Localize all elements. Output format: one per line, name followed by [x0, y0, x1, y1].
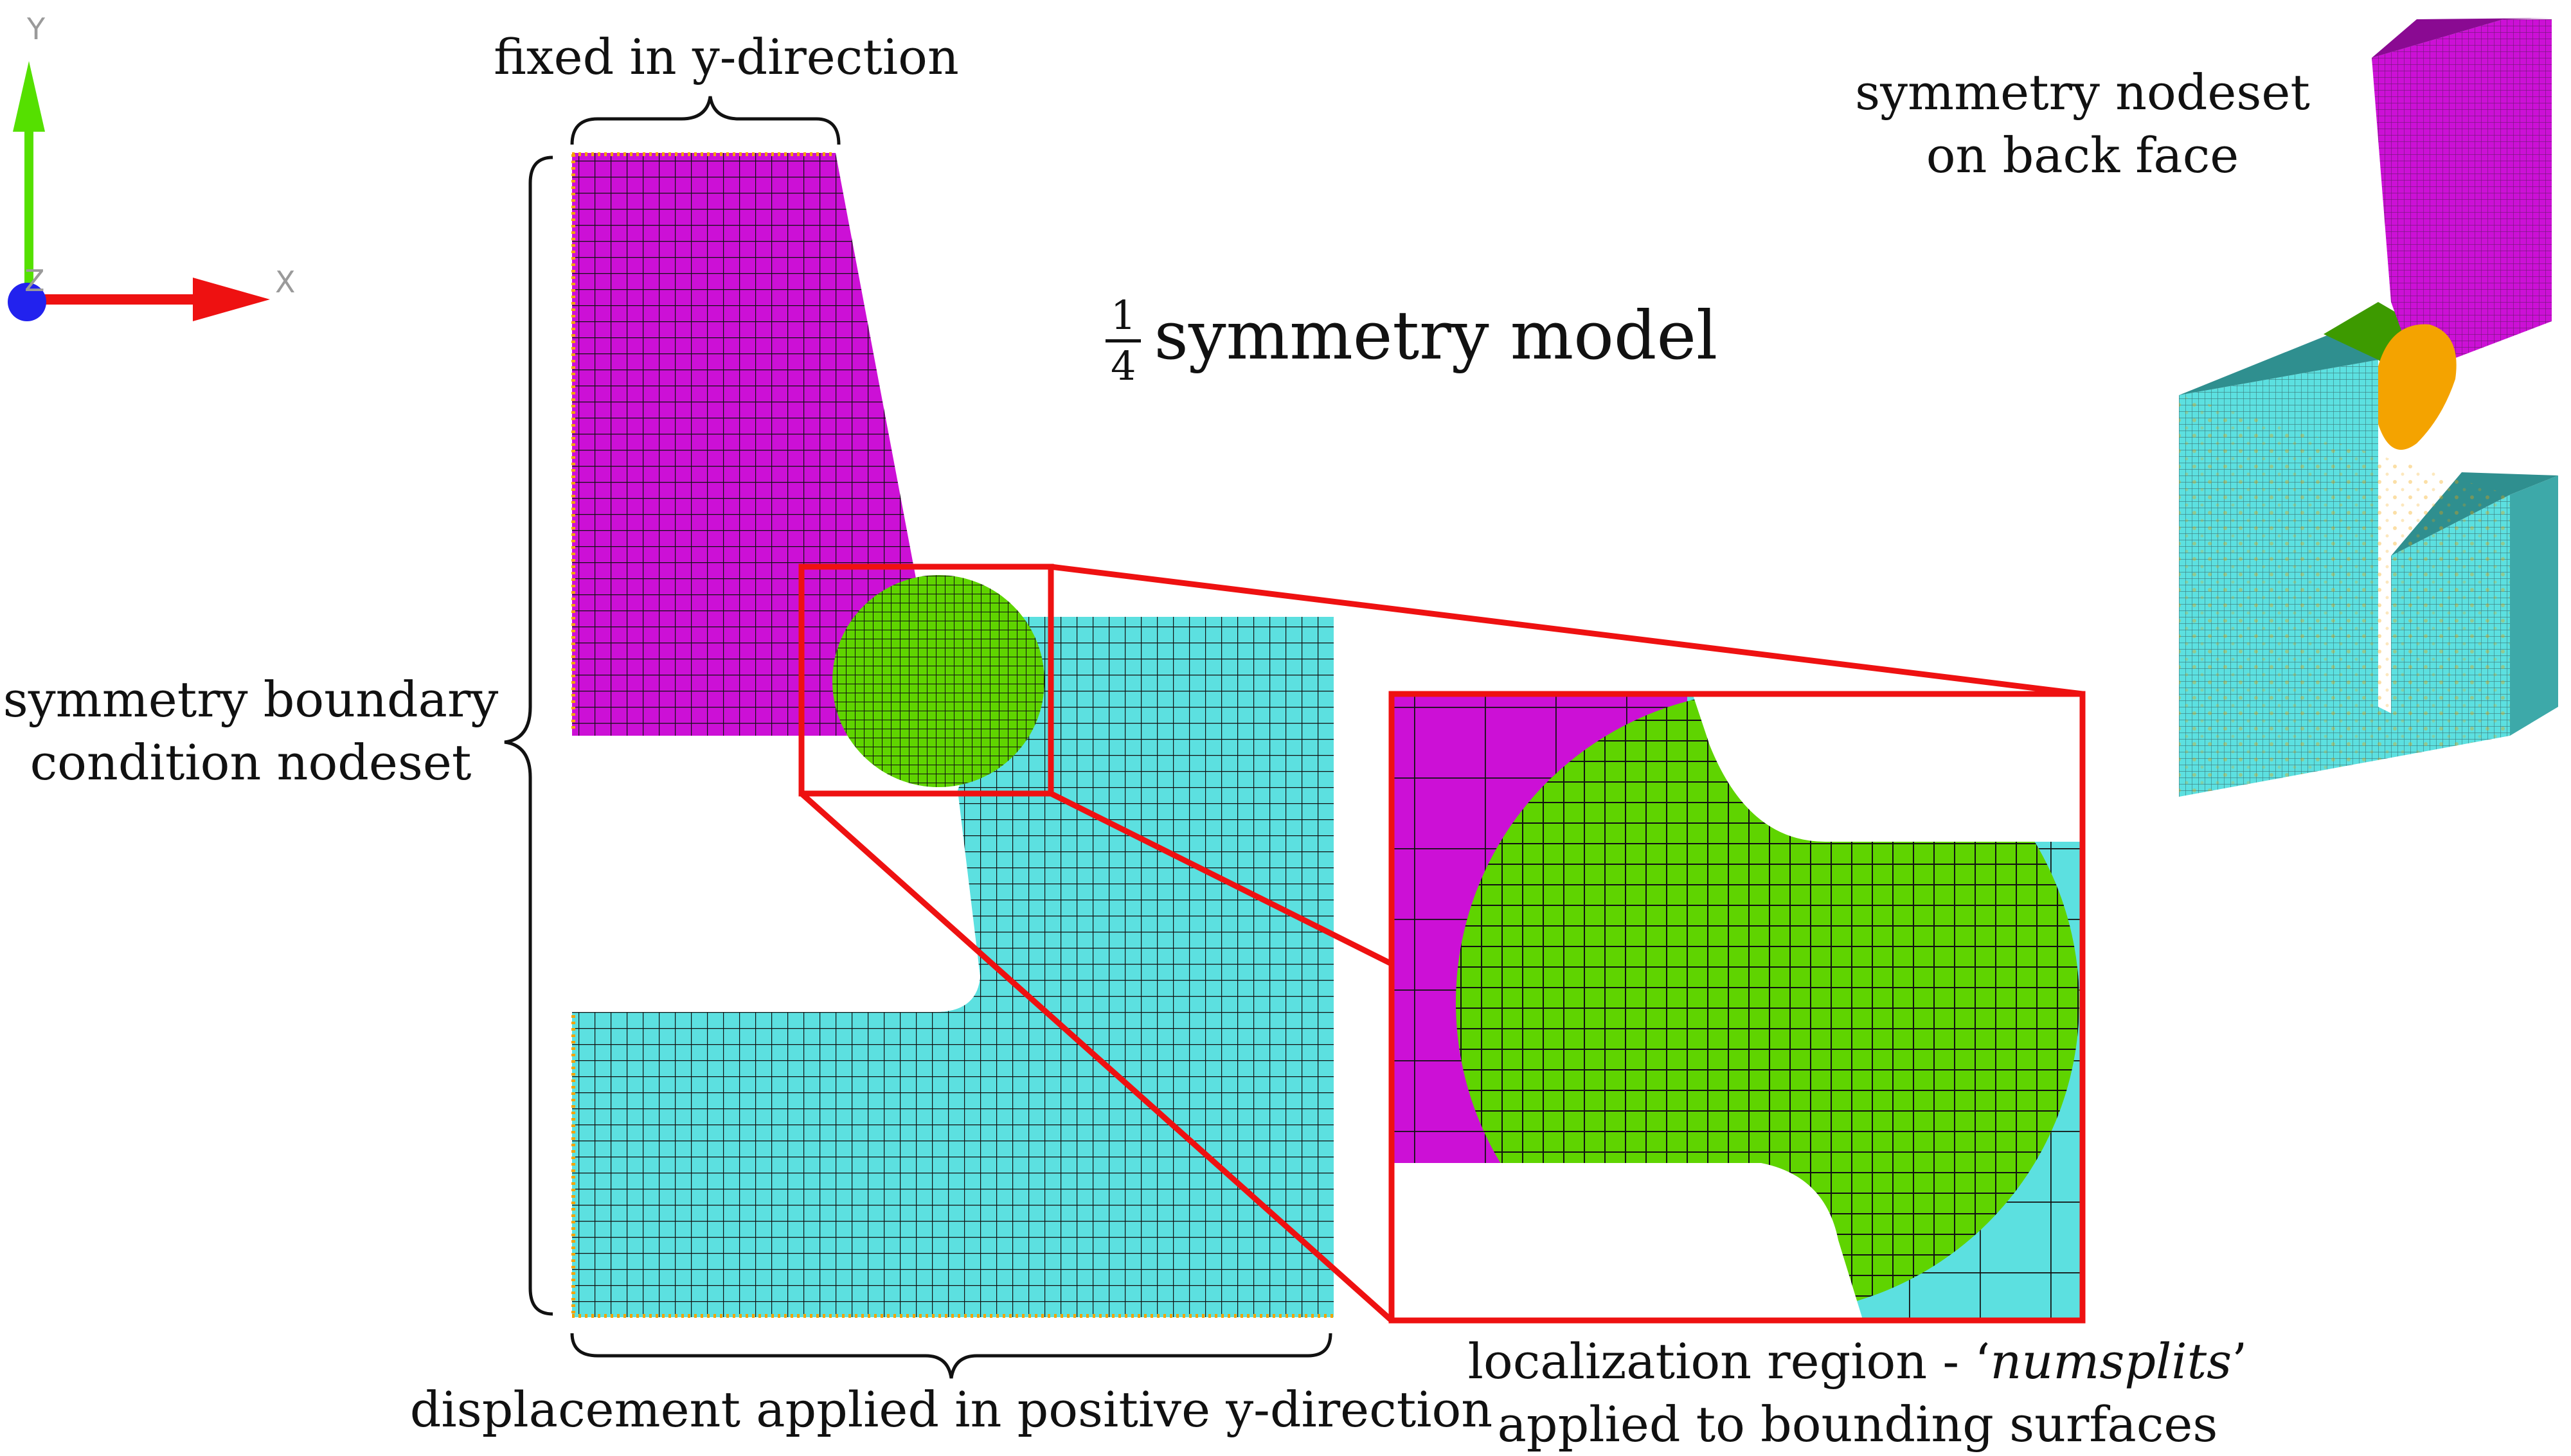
symmetry-back-label: symmetry nodeset on back face [1832, 61, 2333, 187]
3d-magenta-top-face [2372, 18, 2552, 58]
zoom-source-box [798, 564, 1054, 797]
inset-notch-cutout [1692, 694, 2083, 842]
zoom-inset-frame [1388, 691, 2086, 1324]
y-axis-label: Y [27, 12, 46, 46]
localization-italic: numsplits [1990, 1333, 2232, 1390]
3d-cyan-right-face [2510, 475, 2558, 736]
zoom-line-bottom [800, 791, 1393, 1323]
fixed-label: fixed in y-direction [494, 28, 959, 85]
title: 1 4 symmetry model [1106, 296, 1735, 386]
x-axis-label: X [275, 265, 296, 299]
y-axis-arrow-shaft [24, 103, 33, 302]
symmetry-back-line-1: symmetry nodeset [1855, 64, 2310, 121]
localization-prefix: localization region - ‘ [1467, 1333, 1991, 1390]
zoom-line-mid [1049, 790, 1393, 967]
brace-fixed [570, 96, 841, 145]
x-axis-arrowhead [193, 278, 270, 321]
symmetry-bc-line-1: symmetry boundary [3, 671, 499, 728]
localization-line-1: localization region - ‘numsplits’ [1433, 1330, 2282, 1393]
title-fraction: 1 4 [1106, 296, 1142, 389]
inset-notch-lower [1392, 1163, 1863, 1320]
localization-label: localization region - ‘numsplits’ applie… [1433, 1330, 2282, 1456]
zoom-line-top [1050, 564, 2083, 697]
brace-symmetry [504, 155, 553, 1316]
quarter-symmetry-mesh [571, 152, 1334, 1318]
3d-model-view [2179, 18, 2558, 797]
symmetry-back-line-2: on back face [1926, 127, 2239, 184]
y-axis-arrowhead [13, 61, 45, 132]
3d-orange-nodeset [2378, 324, 2457, 450]
title-fraction-denominator: 4 [1111, 342, 1136, 389]
displacement-label: displacement applied in positive y-direc… [409, 1381, 1493, 1438]
coordinate-triad [8, 61, 270, 321]
z-axis-label: Z [24, 263, 45, 298]
localization-suffix: ’ [2232, 1333, 2248, 1390]
title-text: symmetry model [1154, 296, 1718, 375]
localization-line-2: applied to bounding surfaces [1497, 1396, 2218, 1453]
z-axis-marker [8, 283, 46, 321]
zoom-indicator [798, 564, 2083, 1323]
x-axis-arrow-shaft [29, 294, 215, 305]
brace-displacement [570, 1333, 1332, 1379]
symmetry-bc-line-2: condition nodeset [30, 734, 472, 791]
title-fraction-numerator: 1 [1106, 296, 1142, 342]
zoom-inset [1392, 694, 2083, 1320]
symmetry-bc-label: symmetry boundary condition nodeset [0, 668, 501, 794]
notch-cutout [572, 736, 980, 1012]
